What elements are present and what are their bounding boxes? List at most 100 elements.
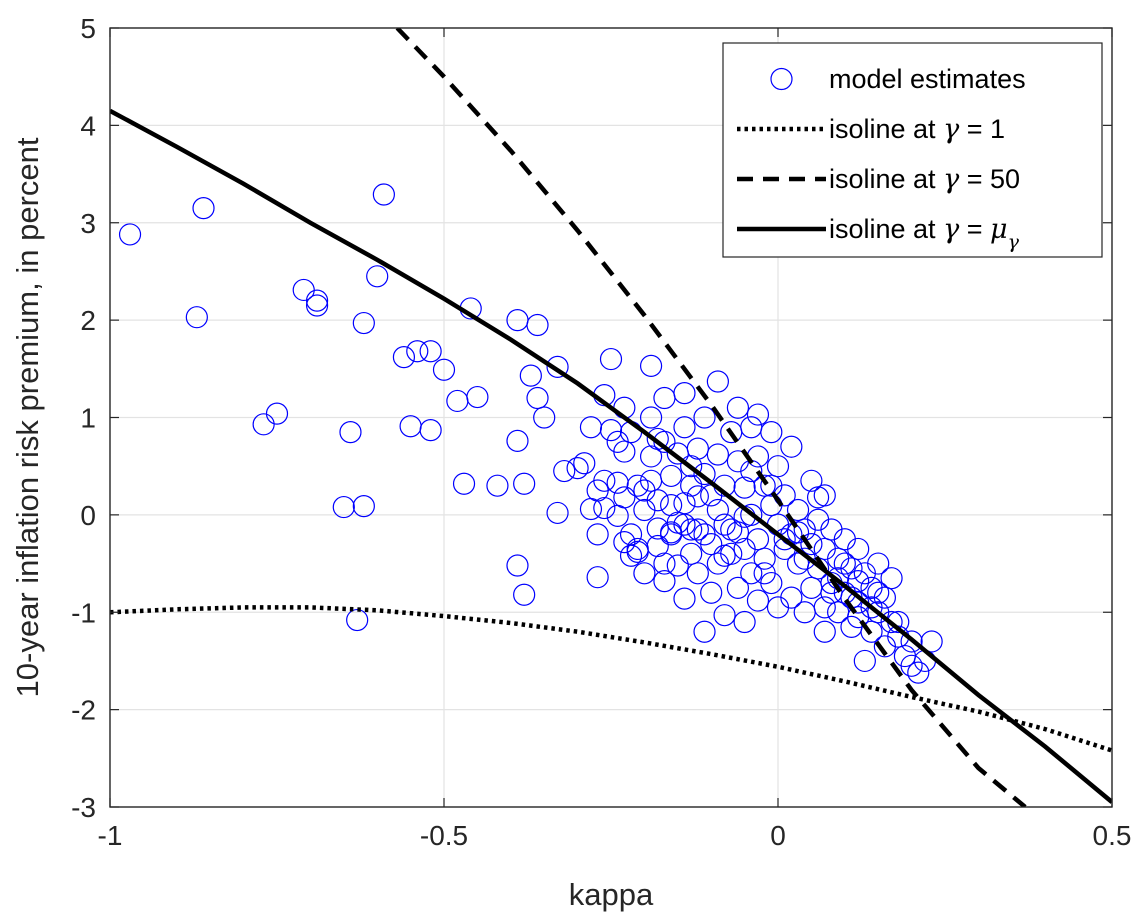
x-tick-label: -0.5: [420, 820, 468, 851]
scatter-point: [653, 552, 676, 575]
scatter-point: [332, 495, 355, 519]
scatter-point: [780, 586, 803, 609]
scatter-point: [526, 386, 549, 410]
scatter-point: [753, 547, 776, 570]
scatter-point: [786, 498, 810, 522]
scatter-point: [853, 649, 876, 673]
scatter-point: [760, 421, 783, 444]
scatter-point: [346, 608, 369, 632]
scatter-point: [733, 476, 756, 499]
y-tick-label: -2: [71, 695, 96, 726]
scatter-point: [519, 364, 542, 387]
scatter-point: [366, 265, 389, 288]
scatter-point: [726, 396, 750, 419]
scatter-point: [432, 358, 456, 381]
scatter-point: [653, 569, 676, 593]
y-tick-label: -1: [71, 597, 96, 628]
scatter-point: [392, 346, 416, 369]
scatter-point: [526, 313, 549, 337]
scatter-point: [813, 620, 836, 643]
scatter-point: [746, 403, 770, 426]
scatter-point: [639, 354, 663, 377]
scatter-point: [773, 528, 796, 551]
scatter-point: [352, 495, 375, 518]
legend-label: isoline at γ = 50: [829, 164, 1020, 195]
legend-label: isoline at γ = 1: [829, 114, 1005, 145]
scatter-point: [419, 340, 442, 363]
scatter-point: [680, 542, 703, 565]
scatter-point: [586, 566, 609, 589]
scatter-point: [372, 183, 395, 206]
scatter-point: [880, 610, 903, 634]
scatter-point: [466, 385, 489, 409]
legend-label-text: isoline at: [829, 214, 943, 244]
scatter-point: [693, 406, 716, 429]
y-tick-label: 1: [80, 403, 96, 434]
scatter-point: [633, 562, 656, 585]
y-tick-label: 3: [80, 208, 96, 239]
scatter-point: [546, 501, 569, 525]
isoline-dotted: [110, 605, 1112, 753]
scatter-point: [673, 587, 696, 610]
scatter-point: [452, 472, 476, 495]
scatter-point: [513, 583, 536, 606]
scatter-point: [713, 513, 736, 536]
legend-label-text: model estimates: [829, 64, 1026, 94]
scatter-point: [813, 596, 836, 619]
scatter-point: [733, 610, 756, 634]
scatter-point: [680, 474, 703, 497]
scatter-point: [867, 552, 890, 575]
scatter-point: [706, 498, 729, 522]
scatter-point: [619, 544, 643, 567]
scatter-point: [740, 562, 763, 585]
legend-label-symbol-2: μ: [990, 214, 1008, 245]
series-layer: [110, 28, 1112, 807]
y-tick-label: 2: [80, 305, 96, 336]
scatter-point: [686, 485, 709, 508]
scatter-point: [700, 532, 723, 556]
scatter-point: [806, 486, 830, 509]
x-tick-label: 0: [770, 820, 786, 851]
scatter-point: [693, 620, 716, 643]
scatter-point: [352, 311, 375, 335]
scatter-point: [686, 518, 709, 541]
scatter-point: [406, 340, 429, 363]
y-tick-label: 4: [80, 110, 96, 141]
scatter-point: [666, 554, 689, 577]
scatter-point: [693, 462, 716, 486]
scatter-point: [118, 223, 142, 246]
scatter-point: [506, 429, 529, 452]
scatter-point: [613, 531, 636, 554]
scatter-point: [860, 620, 883, 643]
scatter-point: [686, 562, 709, 585]
scatter-point: [646, 517, 669, 540]
scatter-point: [639, 445, 663, 468]
scatter-point: [800, 469, 823, 492]
scatter-point: [760, 474, 783, 497]
scatter-point: [847, 537, 870, 561]
scatter-point: [706, 443, 729, 466]
scatter-point: [599, 347, 623, 371]
legend-label: model estimates: [829, 64, 1026, 94]
legend-label-subscript: γ: [1008, 231, 1020, 253]
legend-marker-circle: [770, 67, 793, 91]
scatter-point: [573, 452, 596, 475]
scatter-point: [566, 457, 589, 480]
x-axis-label: kappa: [569, 877, 654, 912]
scatter-point: [726, 576, 750, 600]
legend-label-symbol: γ: [943, 164, 960, 195]
scatter-point: [486, 474, 509, 497]
legend-label-suffix: = 1: [959, 114, 1005, 144]
scatter-point: [673, 416, 696, 439]
scatter-point: [673, 492, 696, 515]
scatter-point: [907, 661, 930, 684]
scatter-point: [513, 472, 536, 495]
scatter-point: [265, 402, 289, 425]
isoline-dashed: [395, 28, 1027, 807]
x-tick-label: 0.5: [1093, 820, 1132, 851]
scatter-point: [192, 197, 215, 220]
scatter-point: [686, 437, 709, 460]
y-tick-label: -3: [71, 792, 96, 823]
